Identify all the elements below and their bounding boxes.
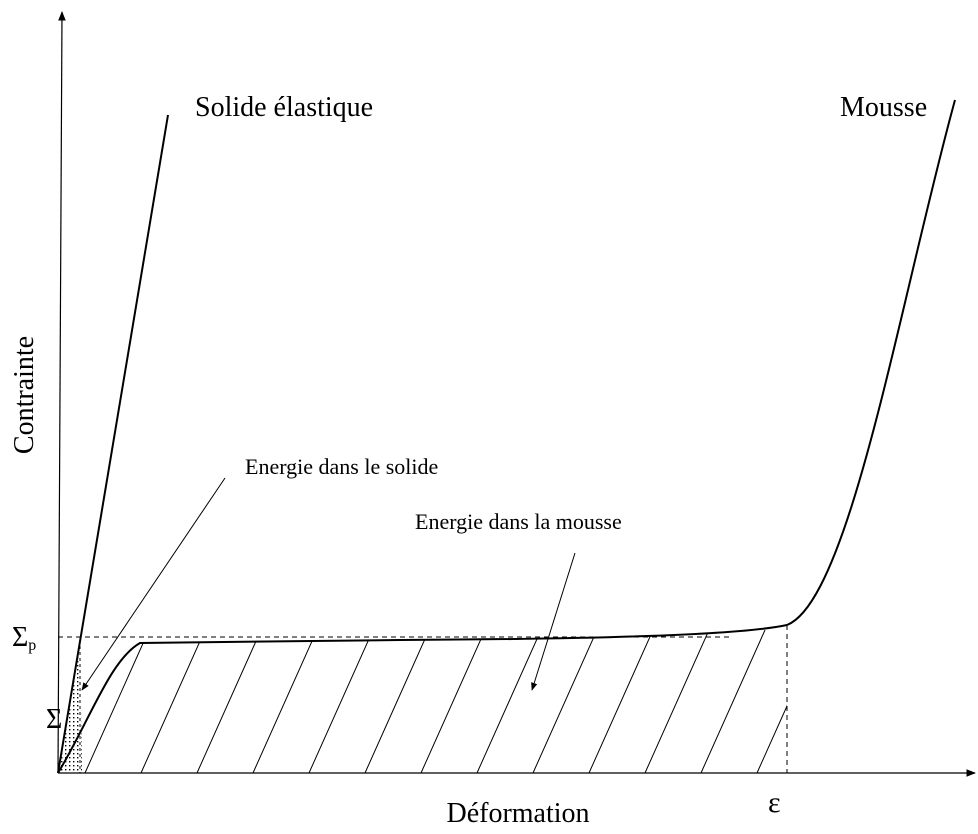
hatch-line: [196, 629, 262, 773]
hatch-line: [532, 629, 598, 773]
hatch-line: [756, 629, 787, 773]
lower-stress-label: Σ: [46, 704, 62, 735]
foam-energy-hatch: [84, 629, 787, 773]
foam-label: Mousse: [840, 92, 927, 123]
hatch-line: [364, 629, 430, 773]
plateau-stress-label: Σp: [12, 622, 36, 654]
solid-curve: [57, 114, 169, 774]
x-axis-label: Déformation: [446, 798, 589, 829]
hatch-line: [420, 629, 486, 773]
hatch-line: [476, 629, 542, 773]
solid-label: Solide élastique: [195, 92, 373, 123]
hatch-line: [644, 629, 710, 773]
foam-curve: [57, 99, 956, 774]
hatch-line: [700, 629, 766, 773]
solid-energy-label: Energie dans le solide: [245, 454, 438, 479]
hatch-line: [308, 629, 374, 773]
leader-solid: [81, 477, 226, 691]
hatch-line: [588, 629, 654, 773]
hatch-line: [252, 629, 318, 773]
y-axis-label: Contrainte: [9, 336, 40, 454]
leader-foam: [531, 552, 576, 691]
y-axis: [57, 11, 66, 774]
hatch-line: [84, 629, 150, 773]
strain-label: ε: [768, 786, 781, 819]
foam-energy-label: Energie dans la mousse: [415, 509, 622, 534]
hatch-line: [140, 629, 206, 773]
